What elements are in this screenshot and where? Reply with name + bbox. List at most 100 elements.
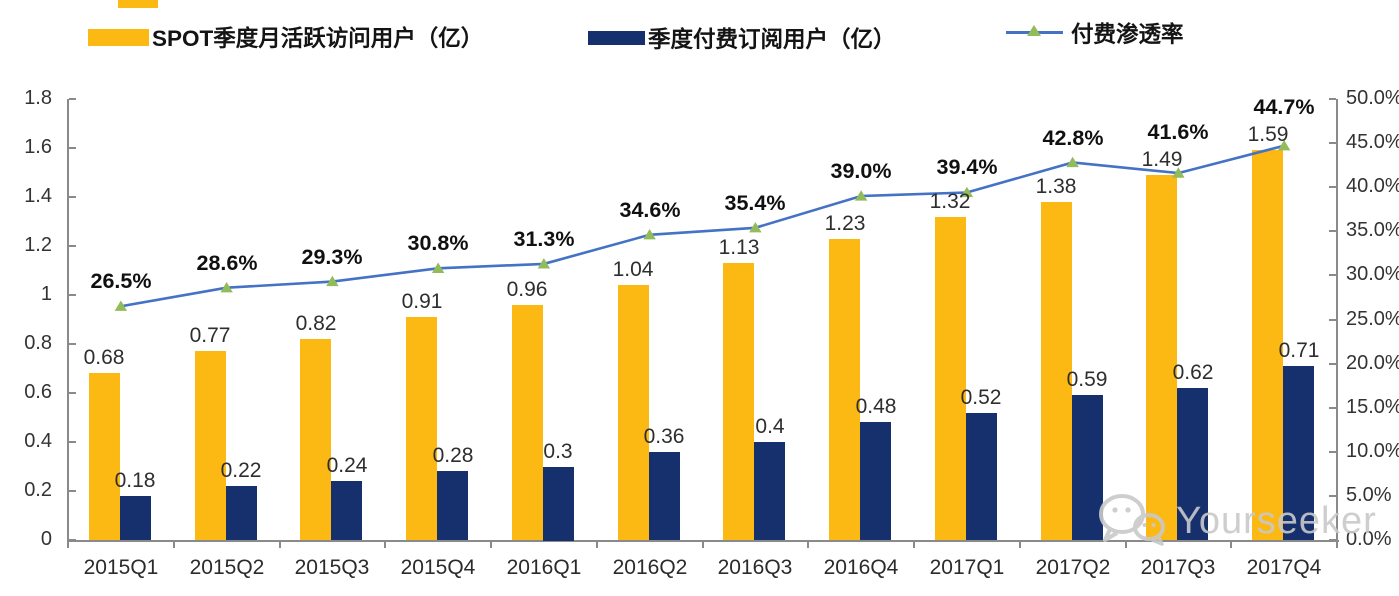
mau-bar: [935, 217, 966, 540]
x-axis-label: 2016Q4: [823, 556, 899, 579]
subs-bar: [754, 442, 785, 540]
y-axis-left-tick-label: 0.4: [24, 430, 52, 452]
penetration-label: 29.3%: [301, 245, 363, 269]
y-axis-left-tick: [69, 539, 76, 541]
mau-value-label: 1.04: [612, 258, 654, 281]
mau-value-label: 0.96: [506, 278, 548, 301]
x-axis-label: 2016Q2: [612, 556, 688, 579]
triangle-marker-icon: [114, 300, 128, 311]
y-axis-left-tick-label: 1.4: [24, 185, 52, 207]
x-axis-label: 2016Q3: [717, 556, 793, 579]
penetration-label: 42.8%: [1042, 126, 1104, 150]
mau-bar: [300, 339, 331, 540]
x-axis-label: 2015Q3: [294, 556, 370, 579]
y-axis-right-tick-label: 15.0%: [1346, 396, 1399, 418]
subs-value-label: 0.48: [855, 395, 897, 418]
subs-value-label: 0.52: [960, 386, 1002, 409]
y-axis-right-tick-label: 40.0%: [1346, 175, 1399, 197]
y-axis-right-tick: [1329, 495, 1336, 497]
mau-value-label: 1.32: [929, 190, 971, 213]
triangle-marker-icon: [1066, 156, 1079, 168]
subs-bar: [1177, 388, 1208, 540]
triangle-marker-icon: [643, 229, 656, 240]
x-axis-tick: [67, 542, 69, 548]
penetration-label: 28.6%: [196, 251, 258, 275]
triangle-marker-icon: [537, 258, 551, 269]
subs-value-label: 0.28: [432, 444, 474, 467]
wechat-icon: [1099, 494, 1165, 546]
mau-value-label: 0.77: [189, 324, 231, 347]
subs-bar: [1072, 395, 1103, 540]
x-axis-tick: [596, 542, 598, 548]
mau-bar: [618, 285, 649, 540]
y-axis-right-tick-label: 20.0%: [1346, 352, 1399, 374]
y-axis-right-tick-label: 5.0%: [1346, 484, 1392, 506]
x-axis-tick: [1336, 542, 1338, 548]
x-axis-label: 2015Q1: [83, 556, 159, 579]
y-axis-left: [67, 99, 69, 540]
mau-bar: [89, 373, 120, 540]
mau-value-label: 0.91: [401, 290, 443, 313]
y-axis-right-tick: [1329, 363, 1336, 365]
mau-legend-swatch: [88, 28, 149, 46]
x-axis-tick: [807, 542, 809, 548]
y-axis-left-tick-label: 0: [40, 528, 52, 550]
y-axis-right-tick-label: 50.0%: [1346, 87, 1399, 109]
x-axis-tick: [384, 542, 386, 548]
y-axis-right-tick: [1329, 98, 1336, 100]
y-axis-left-tick-label: 1.6: [24, 136, 52, 158]
x-axis-tick: [1125, 542, 1127, 548]
mau-bar: [1252, 150, 1283, 540]
subs-bar: [437, 471, 468, 540]
y-axis-right-tick: [1329, 274, 1336, 276]
legend-label-subscribers: 季度付费订阅用户（亿）: [648, 27, 896, 52]
triangle-marker-icon: [1172, 167, 1185, 178]
cropped-yellow-artifact: [118, 0, 158, 8]
x-axis-label: 2017Q1: [929, 556, 1005, 579]
triangle-marker-icon: [749, 221, 762, 233]
x-axis: [67, 540, 1339, 542]
subs-value-label: 0.4: [755, 415, 785, 438]
triangle-marker-icon: [1277, 139, 1291, 151]
y-axis-right-tick: [1329, 451, 1336, 453]
mau-value-label: 0.82: [295, 312, 337, 335]
legend-item-mau: SPOT季度月活跃访问用户（亿）: [88, 21, 483, 53]
y-axis-left-tick-label: 1.8: [24, 87, 52, 109]
y-axis-left-tick: [69, 196, 76, 198]
penetration-label: 39.4%: [936, 155, 998, 179]
mau-value-label: 1.59: [1247, 123, 1289, 146]
y-axis-right-tick-label: 35.0%: [1346, 219, 1399, 241]
subs-value-label: 0.22: [220, 459, 262, 482]
subs-bar: [543, 467, 574, 541]
mau-bar: [1146, 175, 1177, 540]
y-axis-left-tick: [69, 392, 76, 394]
y-axis-right-tick-label: 10.0%: [1346, 440, 1399, 462]
mau-bar: [1041, 202, 1072, 540]
legend-label-penetration: 付费渗透率: [1071, 22, 1184, 47]
y-axis-left-tick: [69, 147, 76, 149]
y-axis-left-tick: [69, 98, 76, 100]
subs-value-label: 0.59: [1066, 368, 1108, 391]
mau-bar: [195, 351, 226, 540]
penetration-label: 31.3%: [513, 227, 575, 251]
x-axis-tick: [1230, 542, 1232, 548]
y-axis-right-tick: [1329, 407, 1336, 409]
x-axis-label: 2015Q2: [189, 556, 265, 579]
y-axis-right-tick-label: 25.0%: [1346, 308, 1399, 330]
subs-value-label: 0.36: [643, 425, 685, 448]
subs-value-label: 0.71: [1278, 339, 1320, 362]
y-axis-left-tick: [69, 245, 76, 247]
penetration-label: 26.5%: [90, 269, 152, 293]
penetration-label: 30.8%: [407, 231, 469, 255]
y-axis-right-tick: [1329, 319, 1336, 321]
y-axis-left-tick-label: 0.2: [24, 479, 52, 501]
penetration-line-layer: [114, 139, 1291, 311]
mau-value-label: 1.13: [718, 236, 760, 259]
subs-bar: [966, 413, 997, 540]
mau-bar: [829, 239, 860, 540]
watermark-text: Yourseeker: [1176, 500, 1377, 542]
penetration-line: [120, 144, 1285, 308]
subs-value-label: 0.62: [1172, 361, 1214, 384]
mau-bar: [406, 317, 437, 540]
